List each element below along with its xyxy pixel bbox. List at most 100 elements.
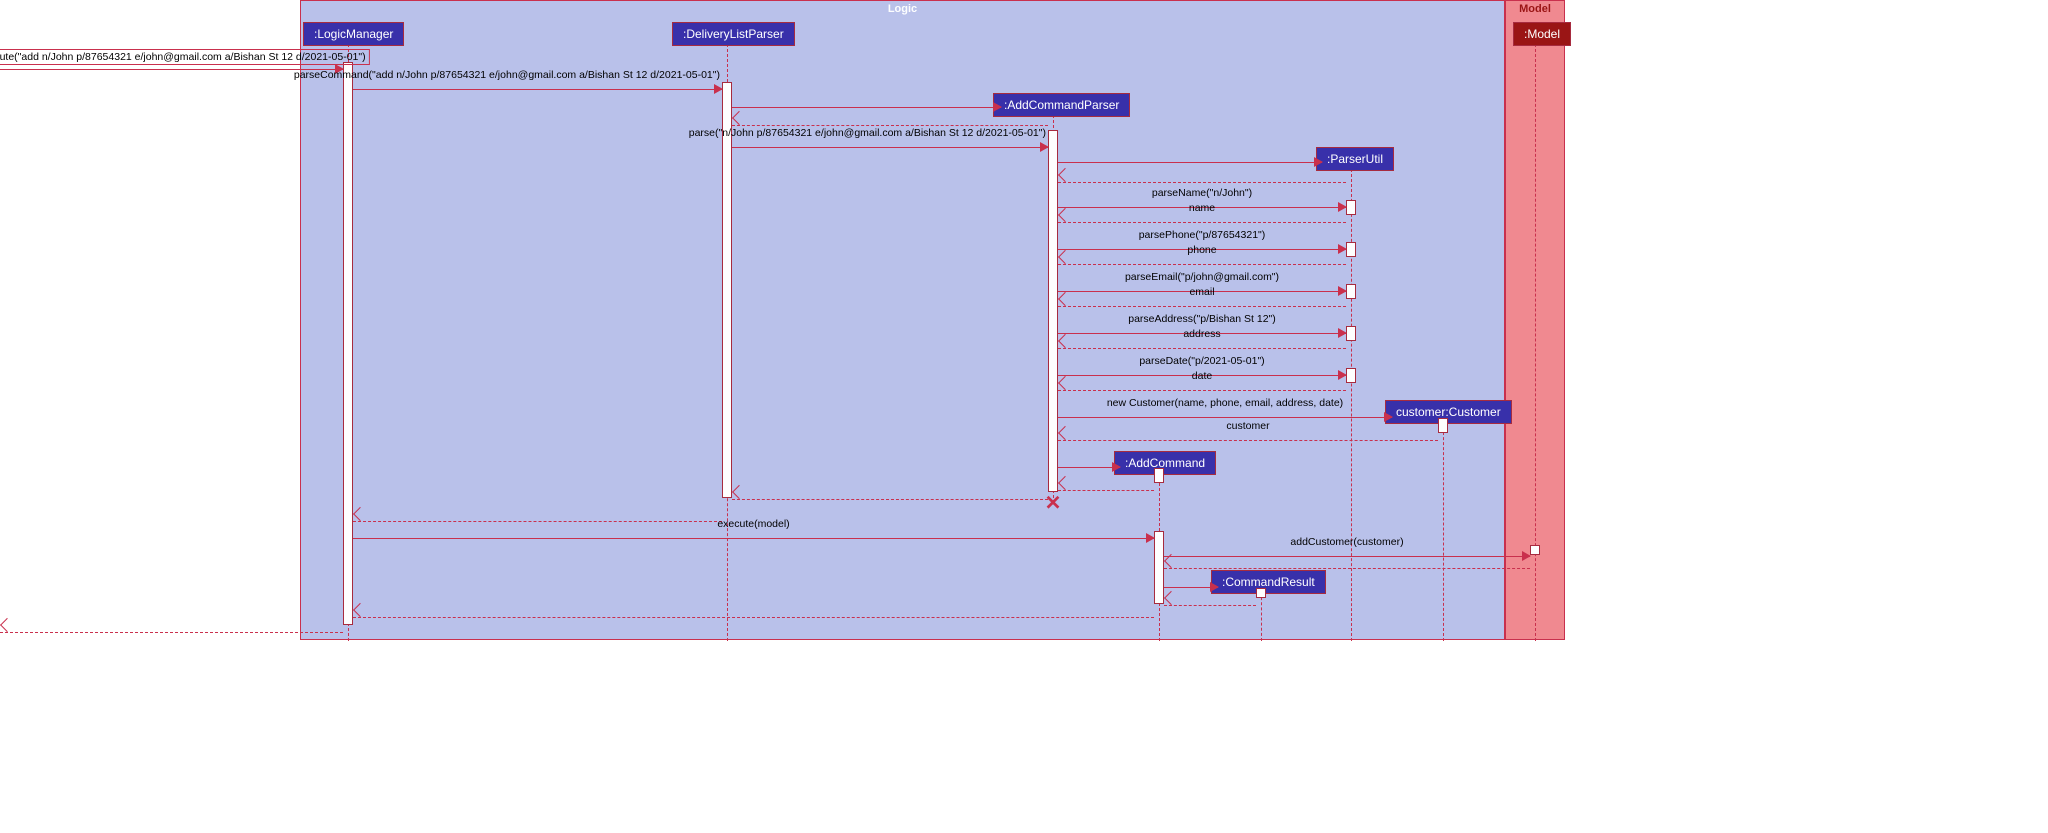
lifeline-command_result <box>1261 592 1262 641</box>
arrow-26 <box>1210 582 1219 592</box>
activation-add_command-9 <box>1154 468 1164 483</box>
frame-label-model: Model <box>1509 1 1561 17</box>
arrow-4 <box>1040 142 1049 152</box>
arrow-1 <box>714 84 723 94</box>
activation-add_command_parser-2 <box>1048 130 1058 492</box>
message-label-8: name <box>1189 202 1215 214</box>
message-label-23: execute(model) <box>717 518 789 530</box>
message-25 <box>1164 561 1530 575</box>
message-label-15: parseDate("p/2021-05-01") <box>1139 355 1264 367</box>
participant-model: :Model <box>1513 22 1571 46</box>
message-line-3 <box>732 125 1048 126</box>
message-12: email <box>1058 299 1346 313</box>
arrow-2 <box>993 102 1002 112</box>
participant-add_command: :AddCommand <box>1114 451 1216 475</box>
message-line-6 <box>1058 182 1346 183</box>
message-line-8 <box>1058 222 1346 223</box>
message-line-19 <box>1058 467 1120 468</box>
message-28 <box>353 610 1154 624</box>
message-20 <box>1058 483 1154 497</box>
message-22 <box>353 514 722 528</box>
arrow-29 <box>0 618 14 632</box>
message-line-23 <box>353 538 1154 539</box>
activation-model-12 <box>1530 545 1540 555</box>
arrow-17 <box>1384 412 1393 422</box>
message-8: name <box>1058 215 1346 229</box>
participant-add_command_parser: :AddCommandParser <box>993 93 1130 117</box>
destroy-icon: ✕ <box>1045 491 1062 516</box>
activation-add_command-10 <box>1154 531 1164 604</box>
participant-customer: customer:Customer <box>1385 400 1512 424</box>
activation-command_result-11 <box>1256 588 1266 598</box>
message-label-24: addCustomer(customer) <box>1290 536 1403 548</box>
message-line-1 <box>353 89 722 90</box>
activation-customer-8 <box>1438 418 1448 433</box>
message-0: execute("add n/John p/87654321 e/john@gm… <box>0 62 343 76</box>
message-line-4 <box>732 147 1048 148</box>
arrow-7 <box>1338 202 1347 212</box>
activation-delivery_list_parser-1 <box>722 82 732 498</box>
activation-parser_util-4 <box>1346 242 1356 257</box>
message-line-10 <box>1058 264 1346 265</box>
message-27 <box>1164 598 1256 612</box>
message-line-25 <box>1164 568 1530 569</box>
message-18: customer <box>1058 433 1438 447</box>
participant-parser_util: :ParserUtil <box>1316 147 1394 171</box>
message-5 <box>1058 155 1322 169</box>
message-21 <box>732 492 1048 506</box>
message-label-14: address <box>1183 328 1220 340</box>
activation-parser_util-6 <box>1346 326 1356 341</box>
message-label-12: email <box>1189 286 1214 298</box>
message-line-20 <box>1058 490 1154 491</box>
message-label-4: parse("n/John p/87654321 e/john@gmail.co… <box>689 127 1046 139</box>
message-label-0: execute("add n/John p/87654321 e/john@gm… <box>0 49 370 65</box>
arrow-19 <box>1112 462 1121 472</box>
message-label-9: parsePhone("p/87654321") <box>1139 229 1266 241</box>
message-line-17 <box>1058 417 1392 418</box>
activation-parser_util-5 <box>1346 284 1356 299</box>
message-line-24 <box>1164 556 1530 557</box>
message-label-16: date <box>1192 370 1212 382</box>
message-line-16 <box>1058 390 1346 391</box>
lifeline-customer <box>1443 422 1444 641</box>
message-label-17: new Customer(name, phone, email, address… <box>1107 397 1343 409</box>
message-line-0 <box>0 69 343 70</box>
message-4: parse("n/John p/87654321 e/john@gmail.co… <box>732 140 1048 154</box>
message-label-7: parseName("n/John") <box>1152 187 1252 199</box>
message-label-18: customer <box>1226 420 1269 432</box>
participant-logic_manager: :LogicManager <box>303 22 404 46</box>
arrow-24 <box>1522 551 1531 561</box>
message-label-10: phone <box>1187 244 1216 256</box>
message-23: execute(model) <box>353 531 1154 545</box>
arrow-23 <box>1146 533 1155 543</box>
message-line-29 <box>0 632 343 633</box>
activation-parser_util-7 <box>1346 368 1356 383</box>
message-16: date <box>1058 383 1346 397</box>
message-line-2 <box>732 107 1001 108</box>
message-29 <box>0 625 343 639</box>
message-label-1: parseCommand("add n/John p/87654321 e/jo… <box>294 69 720 81</box>
arrow-13 <box>1338 328 1347 338</box>
message-line-18 <box>1058 440 1438 441</box>
participant-delivery_list_parser: :DeliveryListParser <box>672 22 795 46</box>
frame-label-logic: Logic <box>878 1 927 17</box>
arrow-9 <box>1338 244 1347 254</box>
activation-logic_manager-0 <box>343 62 353 625</box>
message-19 <box>1058 460 1120 474</box>
message-17: new Customer(name, phone, email, address… <box>1058 410 1392 424</box>
message-label-11: parseEmail("p/john@gmail.com") <box>1125 271 1279 283</box>
message-line-22 <box>353 521 722 522</box>
activation-parser_util-3 <box>1346 200 1356 215</box>
message-line-14 <box>1058 348 1346 349</box>
message-2 <box>732 100 1001 114</box>
message-line-27 <box>1164 605 1256 606</box>
message-line-12 <box>1058 306 1346 307</box>
arrow-5 <box>1314 157 1323 167</box>
message-line-5 <box>1058 162 1322 163</box>
message-label-13: parseAddress("p/Bishan St 12") <box>1128 313 1276 325</box>
message-line-21 <box>732 499 1048 500</box>
message-14: address <box>1058 341 1346 355</box>
arrow-11 <box>1338 286 1347 296</box>
message-line-28 <box>353 617 1154 618</box>
arrow-15 <box>1338 370 1347 380</box>
